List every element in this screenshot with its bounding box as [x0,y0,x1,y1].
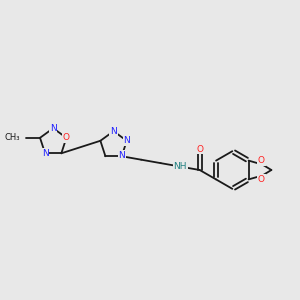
Text: NH: NH [173,162,187,171]
Text: O: O [258,175,265,184]
Text: O: O [258,156,265,165]
Text: O: O [196,145,203,154]
Text: N: N [110,127,117,136]
Text: N: N [42,149,48,158]
Text: N: N [50,124,57,133]
Text: O: O [63,133,70,142]
Text: N: N [123,136,130,145]
Text: CH₃: CH₃ [5,133,20,142]
Text: N: N [118,151,125,160]
